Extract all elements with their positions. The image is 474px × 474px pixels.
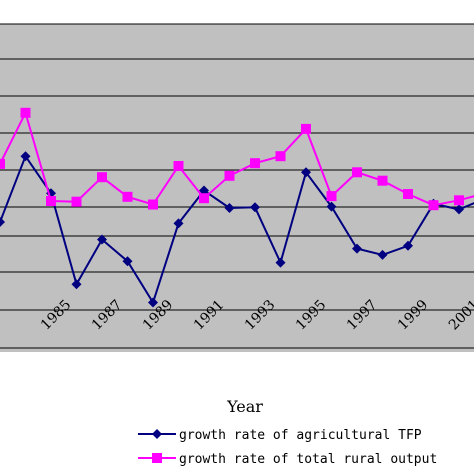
data-point xyxy=(97,234,107,245)
data-point xyxy=(122,256,133,267)
series-2 xyxy=(0,107,474,211)
data-point xyxy=(275,151,286,162)
legend-label: growth rate of total rural output xyxy=(179,452,437,467)
legend-marker xyxy=(152,429,162,439)
data-point xyxy=(173,218,184,229)
data-point xyxy=(352,167,362,178)
data-point xyxy=(454,195,464,206)
data-point xyxy=(301,167,311,178)
data-point xyxy=(46,196,56,206)
data-point xyxy=(71,279,82,290)
data-point xyxy=(403,189,413,199)
data-point xyxy=(326,191,337,202)
data-point xyxy=(352,243,362,254)
data-point xyxy=(148,297,158,308)
series-1 xyxy=(0,151,474,308)
data-point xyxy=(377,249,388,260)
series-layer xyxy=(0,107,474,308)
data-point xyxy=(199,185,209,196)
data-point xyxy=(122,191,133,202)
data-point xyxy=(148,199,158,210)
legend-item: growth rate of total rural output xyxy=(138,452,437,467)
data-point xyxy=(454,204,464,215)
data-point xyxy=(97,172,107,183)
plot-area xyxy=(0,24,474,352)
data-point xyxy=(20,151,31,162)
data-point xyxy=(0,158,5,169)
data-point xyxy=(224,170,235,181)
legend: growth rate of agricultural TFP growth ra… xyxy=(138,428,437,467)
data-point xyxy=(199,193,209,204)
data-point xyxy=(71,196,82,207)
series-line xyxy=(0,154,474,305)
data-point xyxy=(250,202,260,213)
legend-item: growth rate of agricultural TFP xyxy=(138,428,422,443)
data-point xyxy=(301,123,311,134)
legend-marker xyxy=(152,453,162,463)
data-point xyxy=(173,161,184,171)
data-point xyxy=(20,107,31,118)
data-point xyxy=(275,257,286,268)
data-point xyxy=(0,217,5,227)
data-point xyxy=(377,175,388,186)
legend-label: growth rate of agricultural TFP xyxy=(179,428,422,443)
x-axis-title: Year xyxy=(226,397,263,416)
data-point xyxy=(428,200,439,211)
data-point xyxy=(250,158,260,169)
data-point xyxy=(326,201,337,212)
data-point xyxy=(403,240,413,251)
data-point xyxy=(224,203,235,213)
